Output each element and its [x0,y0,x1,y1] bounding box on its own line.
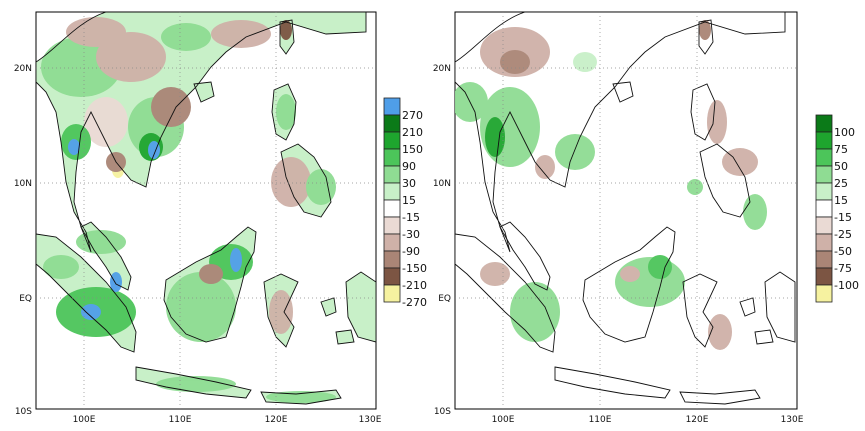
legend-right: 100 75 50 25 15 -15 -25 -50 -75 -100 [815,114,859,303]
legend-label: 30 [402,177,416,190]
legend-swatch [815,216,833,235]
legend-swatch [815,267,833,286]
legend-label: -25 [834,228,852,241]
legend-label: 25 [834,177,848,190]
legend-swatch [383,250,401,269]
legend-label: -15 [834,211,852,224]
map-left-lon-ticks: 100E 110E 120E 130E [73,415,382,425]
map-left-lat-ticks: 20N 10N EQ 10S [14,64,32,417]
legend-swatch [383,216,401,235]
lat-tick-label: 10N [433,179,451,189]
map-right-lat-ticks: 20N 10N EQ 10S [433,64,451,417]
legend-label: 270 [402,109,423,122]
lon-tick-label: 100E [73,415,96,425]
legend-label: -90 [402,245,420,258]
legend-swatch [383,182,401,201]
legend-swatch [815,131,833,150]
lon-tick-label: 130E [781,415,804,425]
lat-tick-label: 10S [15,407,32,417]
legend-swatch [815,182,833,201]
legend-label: 15 [402,194,416,207]
legend-swatch [815,114,833,133]
lat-tick-label: 20N [433,64,451,74]
lat-tick-label: 20N [14,64,32,74]
legend-label: -15 [402,211,420,224]
legend-label: 210 [402,126,423,139]
legend-label: 15 [834,194,848,207]
legend-label: 100 [834,126,855,139]
legend-swatch [383,97,401,116]
lon-tick-label: 120E [686,415,709,425]
legend-swatch [815,148,833,167]
legend-label: -50 [834,245,852,258]
lon-tick-label: 130E [359,415,382,425]
legend-swatch [815,284,833,303]
lon-tick-label: 100E [492,415,515,425]
legend-swatch [815,199,833,218]
legend-swatch [383,114,401,133]
map-left: 20N 10N EQ 10S 100E 110E 120E 130E [14,11,382,425]
legend-swatch [383,199,401,218]
lon-tick-label: 110E [169,415,192,425]
legend-label: -210 [402,279,427,292]
legend-label: 75 [834,143,848,156]
legend-swatch [383,284,401,303]
legend-label: -150 [402,262,427,275]
map-right: 20N 10N EQ 10S 100E 110E 120E 130E [433,11,804,425]
legend-swatch [815,233,833,252]
legend-label: -100 [834,279,859,292]
legend-swatch [383,165,401,184]
legend-swatch [383,233,401,252]
lon-tick-label: 120E [265,415,288,425]
legend-swatch [815,250,833,269]
legend-label: -30 [402,228,420,241]
legend-swatch [383,267,401,286]
map-left-gridlines [36,12,376,409]
legend-label: 50 [834,160,848,173]
map-right-lon-ticks: 100E 110E 120E 130E [492,415,804,425]
lat-tick-label: 10N [14,179,32,189]
legend-left: 270 210 150 90 30 15 -15 -30 -90 -150 -2… [383,97,427,309]
lat-tick-label: EQ [19,294,32,304]
legend-label: 150 [402,143,423,156]
legend-swatch [383,148,401,167]
lat-tick-label: EQ [438,294,451,304]
legend-swatch [815,165,833,184]
legend-label: -75 [834,262,852,275]
legend-swatch [383,131,401,150]
legend-label: -270 [402,296,427,309]
lat-tick-label: 10S [434,407,451,417]
map-right-gridlines [455,12,797,409]
lon-tick-label: 110E [589,415,612,425]
legend-label: 90 [402,160,416,173]
